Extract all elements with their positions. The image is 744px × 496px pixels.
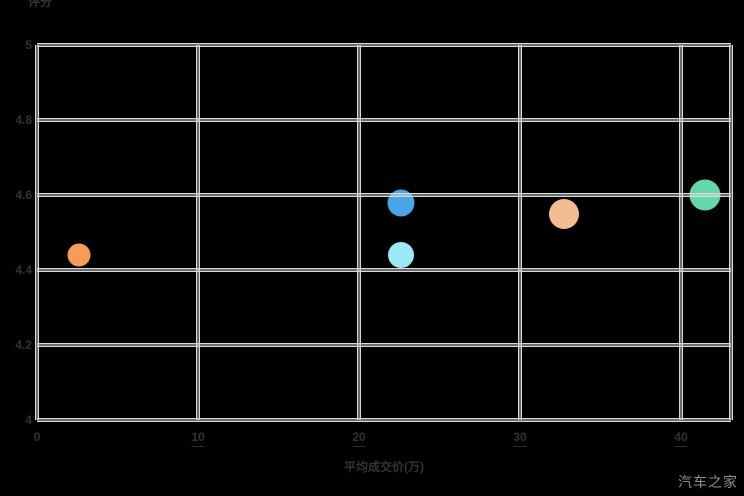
x-tick-label: 10 <box>191 430 205 447</box>
scatter-point-4[interactable] <box>548 198 579 229</box>
gridline-horizontal <box>37 193 731 197</box>
gridline-vertical <box>357 45 362 420</box>
y-tick-label: 4.8 <box>15 113 32 127</box>
scatter-point-3[interactable] <box>387 242 414 268</box>
gridline-horizontal <box>37 118 731 122</box>
watermark-autohome-logo: 汽车之家 <box>678 474 738 490</box>
gridline-horizontal <box>37 418 731 422</box>
y-tick-label: 5 <box>25 38 32 52</box>
y-axis-title: 评分 <box>28 0 53 9</box>
y-tick-label: 4.4 <box>15 263 32 277</box>
x-tick-label: 40 <box>674 430 688 447</box>
y-tick-label: 4.2 <box>15 338 32 352</box>
gridline-horizontal <box>37 343 731 347</box>
gridline-horizontal <box>37 43 731 47</box>
x-axis-title: 平均成交价(万) <box>344 460 424 474</box>
gridline-horizontal <box>37 268 731 272</box>
x-tick-label: 20 <box>352 430 366 447</box>
gridline-vertical <box>729 45 733 420</box>
gridline-vertical <box>679 45 684 420</box>
gridline-vertical <box>196 45 201 420</box>
y-tick-label: 4 <box>25 413 32 427</box>
scatter-point-1[interactable] <box>67 243 91 267</box>
x-tick-label: 30 <box>513 430 527 447</box>
gridline-vertical <box>35 45 39 420</box>
plot-area <box>35 43 733 422</box>
gridline-vertical <box>518 45 523 420</box>
y-tick-label: 4.6 <box>15 188 32 202</box>
x-tick-label: 0 <box>33 430 41 444</box>
